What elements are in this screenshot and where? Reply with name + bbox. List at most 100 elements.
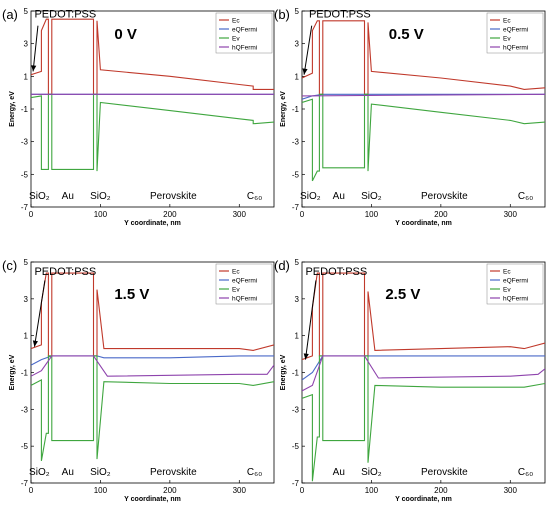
- x-tick-label: 0: [29, 486, 34, 495]
- x-tick-label: 200: [163, 210, 177, 219]
- pedot-arrow-head: [31, 65, 37, 72]
- y-tick-label: 5: [295, 7, 300, 16]
- legend-label-Ev: Ev: [503, 35, 511, 42]
- legend-label-eQFermi: eQFermi: [503, 277, 528, 284]
- x-tick-label: 300: [504, 210, 518, 219]
- y-tick-label: 5: [24, 7, 29, 16]
- series-line-eQFermi: [302, 93, 545, 100]
- legend-label-Ec: Ec: [503, 268, 511, 275]
- legend-label-Ec: Ec: [503, 17, 511, 24]
- y-tick-label: -3: [21, 405, 29, 414]
- y-tick-label: 5: [24, 258, 29, 267]
- y-tick-label: 3: [24, 40, 29, 49]
- series-line-hQFermi: [302, 93, 545, 97]
- series-group: [302, 20, 545, 182]
- y-tick-label: 3: [295, 295, 300, 304]
- region-label-sio2-left: SiO₂: [29, 467, 50, 478]
- x-axis-label: Y coordinate, nm: [395, 496, 452, 503]
- x-tick-label: 0: [29, 210, 34, 219]
- region-label-c60: C₆₀: [518, 191, 533, 202]
- series-group: [31, 18, 274, 172]
- pedot-label: PEDOT:PSS: [34, 9, 96, 21]
- pedot-arrow-line: [304, 280, 317, 360]
- y-tick-label: -5: [292, 170, 300, 179]
- y-tick-label: -1: [292, 369, 300, 378]
- series-line-Ev: [302, 355, 545, 482]
- x-tick-label: 300: [504, 486, 518, 495]
- x-axis-label: Y coordinate, nm: [124, 220, 181, 227]
- panel-a: (a) 5 3 1 -1 -3 -5 -70 100 200 300 Y coordinate, nm…: [2, 7, 275, 227]
- legend-label-Ev: Ev: [232, 286, 240, 293]
- legend-label-hQFermi: hQFermi: [503, 295, 528, 302]
- series-line-Ev: [31, 93, 274, 172]
- region-label-perovskite: Perovskite: [150, 191, 197, 202]
- x-tick-label: 0: [300, 486, 305, 495]
- legend-label-hQFermi: hQFermi: [232, 44, 257, 51]
- x-tick-label: 200: [163, 486, 177, 495]
- region-label-perovskite: Perovskite: [421, 191, 468, 202]
- y-tick-label: 3: [24, 295, 29, 304]
- y-tick-label: -7: [21, 479, 29, 488]
- region-label-au: Au: [333, 467, 345, 478]
- x-tick-label: 300: [233, 210, 247, 219]
- y-tick-label: -1: [21, 369, 29, 378]
- pedot-arrow-line: [303, 25, 313, 75]
- y-tick-label: -5: [292, 442, 300, 451]
- pedot-label: PEDOT:PSS: [305, 266, 367, 278]
- legend-label-hQFermi: hQFermi: [232, 295, 257, 302]
- series-group: [302, 272, 545, 482]
- region-label-au: Au: [333, 191, 345, 202]
- legend-label-Ev: Ev: [503, 286, 511, 293]
- x-tick-label: 0: [300, 210, 305, 219]
- legend-label-eQFermi: eQFermi: [232, 277, 257, 284]
- legend-label-eQFermi: eQFermi: [503, 26, 528, 33]
- series-line-Ev: [31, 355, 274, 461]
- y-tick-label: -1: [292, 105, 300, 114]
- legend-label-eQFermi: eQFermi: [232, 26, 257, 33]
- region-label-sio2-left: SiO₂: [29, 191, 50, 202]
- y-axis-label: Energy, eV: [280, 354, 287, 390]
- pedot-arrow-head: [302, 68, 308, 75]
- panel-d: (d) 5 3 1 -1 -3 -5 -70 100 200 300 Y coordinate, nm…: [274, 258, 546, 503]
- pedot-arrow-head: [303, 353, 309, 360]
- pedot-arrow-line: [33, 280, 46, 347]
- series-line-hQFermi: [31, 355, 274, 377]
- x-tick-label: 100: [365, 486, 379, 495]
- legend-label-Ec: Ec: [232, 17, 240, 24]
- x-tick-label: 300: [233, 486, 247, 495]
- y-tick-label: 1: [295, 72, 300, 81]
- x-tick-label: 200: [434, 210, 448, 219]
- panel-letter: (a): [2, 7, 18, 22]
- y-tick-label: -7: [292, 479, 300, 488]
- region-label-c60: C₆₀: [518, 467, 533, 478]
- region-label-sio2-right: SiO₂: [361, 191, 382, 202]
- x-axis-label: Y coordinate, nm: [124, 496, 181, 503]
- region-label-c60: C₆₀: [247, 467, 262, 478]
- series-line-eQFermi: [31, 355, 274, 366]
- y-tick-label: 5: [295, 258, 300, 267]
- y-tick-label: -7: [21, 203, 29, 212]
- voltage-label: 0 V: [114, 26, 137, 43]
- y-axis-label: Energy, eV: [9, 354, 16, 390]
- y-tick-label: -3: [292, 405, 300, 414]
- legend-label-Ec: Ec: [232, 268, 240, 275]
- series-line-Ec: [31, 18, 274, 95]
- x-tick-label: 200: [434, 486, 448, 495]
- x-axis-label: Y coordinate, nm: [395, 220, 452, 227]
- y-axis-label: Energy, eV: [280, 91, 287, 127]
- x-tick-label: 100: [94, 486, 108, 495]
- voltage-label: 2.5 V: [385, 286, 420, 303]
- pedot-arrow-line: [32, 25, 39, 72]
- y-tick-label: -7: [292, 203, 300, 212]
- panel-letter: (b): [274, 7, 290, 22]
- region-label-sio2-right: SiO₂: [90, 467, 111, 478]
- legend-label-Ev: Ev: [232, 35, 240, 42]
- pedot-label: PEDOT:PSS: [34, 266, 96, 278]
- voltage-label: 0.5 V: [389, 26, 424, 43]
- y-tick-label: 1: [24, 332, 29, 341]
- panel-b: (b) 5 3 1 -1 -3 -5 -70 100 200 300 Y coordinate, nm…: [274, 7, 546, 227]
- legend-label-hQFermi: hQFermi: [503, 44, 528, 51]
- x-tick-label: 100: [94, 210, 108, 219]
- y-tick-label: -5: [21, 170, 29, 179]
